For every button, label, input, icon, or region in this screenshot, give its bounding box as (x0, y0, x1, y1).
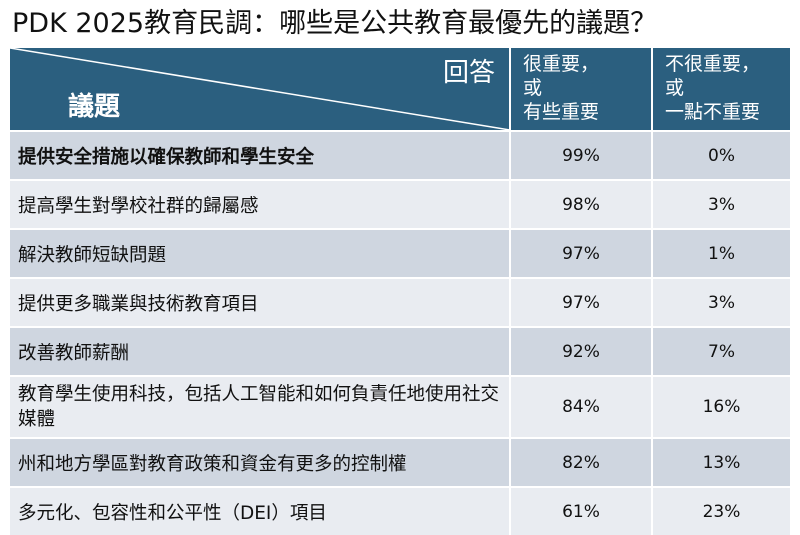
not-important-cell: 3% (652, 277, 790, 327)
important-cell: 84% (510, 375, 653, 438)
table-row: 提供安全措施以確保教師和學生安全 99% 0% (10, 130, 790, 180)
table-row: 多元化、包容性和公平性（DEI）項目 61% 23% (10, 486, 790, 535)
important-cell: 92% (510, 326, 653, 376)
corner-header-cell: 回答 議題 (10, 48, 511, 131)
table-header: 回答 議題 很重要， 或 有些重要 不很重要， 或 一點不重要 (10, 48, 790, 131)
important-cell: 61% (510, 486, 653, 535)
header-line: 有些重要 (523, 101, 600, 123)
not-important-cell: 16% (652, 375, 790, 438)
important-cell: 99% (510, 130, 653, 180)
not-important-cell: 23% (652, 486, 790, 535)
important-cell: 97% (510, 228, 653, 278)
table-row: 提供更多職業與技術教育項目 97% 3% (10, 277, 790, 327)
diagonal-divider (10, 48, 509, 130)
important-cell: 98% (510, 179, 653, 229)
not-important-cell: 3% (652, 179, 790, 229)
survey-table: 回答 議題 很重要， 或 有些重要 不很重要， 或 一點不重要 (10, 48, 790, 535)
not-important-cell: 7% (652, 326, 790, 376)
issue-cell: 解決教師短缺問題 (10, 228, 511, 278)
table-row: 提高學生對學校社群的歸屬感 98% 3% (10, 179, 790, 229)
important-cell: 82% (510, 437, 653, 487)
table-row: 解決教師短缺問題 97% 1% (10, 228, 790, 278)
header-line: 或 (523, 77, 543, 99)
header-line: 或 (665, 77, 685, 99)
issue-cell: 改善教師薪酬 (10, 326, 511, 376)
issue-cell: 提供更多職業與技術教育項目 (10, 277, 511, 327)
important-cell: 97% (510, 277, 653, 327)
not-important-cell: 1% (652, 228, 790, 278)
page-title: PDK 2025教育民調：哪些是公共教育最優先的議題？ (12, 8, 658, 39)
issue-cell: 州和地方學區對教育政策和資金有更多的控制權 (10, 437, 511, 487)
issue-cell: 提高學生對學校社群的歸屬感 (10, 179, 511, 229)
issue-cell: 多元化、包容性和公平性（DEI）項目 (10, 486, 511, 535)
not-important-column-header: 不很重要， 或 一點不重要 (652, 48, 790, 131)
answer-label: 回答 (442, 58, 495, 88)
not-important-cell: 13% (652, 437, 790, 487)
not-important-cell: 0% (652, 130, 790, 180)
table-row: 改善教師薪酬 92% 7% (10, 326, 790, 376)
header-line: 一點不重要 (665, 101, 761, 123)
issue-cell: 教育學生使用科技，包括人工智能和如何負責任地使用社交媒體 (10, 375, 511, 438)
header-line: 不很重要， (665, 53, 761, 75)
issue-cell: 提供安全措施以確保教師和學生安全 (10, 130, 511, 180)
important-column-header: 很重要， 或 有些重要 (510, 48, 653, 131)
table-row: 州和地方學區對教育政策和資金有更多的控制權 82% 13% (10, 437, 790, 487)
issue-label: 議題 (68, 92, 121, 122)
header-line: 很重要， (523, 53, 600, 75)
table-row: 教育學生使用科技，包括人工智能和如何負責任地使用社交媒體 84% 16% (10, 375, 790, 438)
